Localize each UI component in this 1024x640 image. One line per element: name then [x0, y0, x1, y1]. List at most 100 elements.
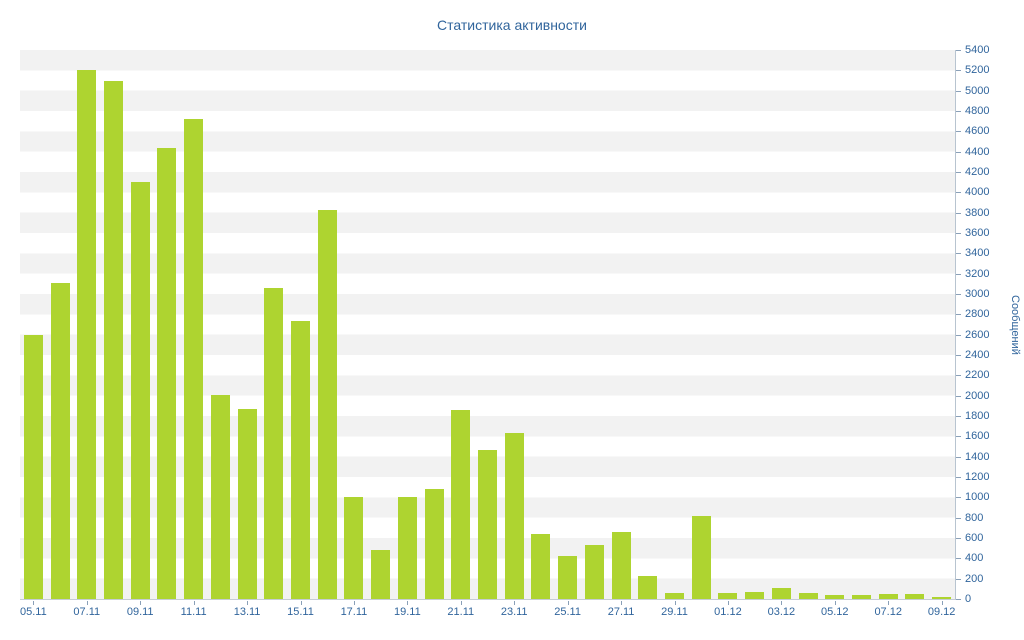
- bar-24.11: [531, 533, 551, 599]
- x-tick-mark: [888, 601, 890, 605]
- x-tick-mark: [460, 601, 462, 605]
- x-tick-mark: [834, 601, 836, 605]
- y-tick-label: 3600: [965, 227, 990, 239]
- bar-05.11: [23, 334, 43, 599]
- bar-10.11: [157, 147, 177, 599]
- x-tick-mark: [674, 601, 676, 605]
- y-tick-mark: [956, 538, 961, 539]
- y-tick-label: 3200: [965, 267, 990, 280]
- x-tick-label: 11.11: [180, 606, 207, 618]
- y-tick-label: 400: [965, 552, 984, 565]
- y-tick-label: 4000: [965, 186, 990, 199]
- y-tick-label: 1400: [965, 450, 990, 463]
- bar-21.11: [451, 409, 471, 599]
- bar-07.11: [77, 70, 97, 599]
- y-tick-label: 4600: [965, 125, 990, 138]
- y-tick-label: 5000: [965, 84, 990, 97]
- y-tick-mark: [956, 497, 961, 499]
- y-tick-label: 2400: [965, 349, 990, 361]
- bar-01.12: [718, 592, 738, 599]
- y-tick-label: 1000: [965, 491, 990, 504]
- y-tick-mark: [956, 477, 961, 478]
- y-tick-mark: [956, 578, 961, 580]
- bar-26.11: [584, 545, 604, 599]
- y-tick-mark: [956, 334, 961, 336]
- bar-28.11: [638, 575, 658, 599]
- y-tick-mark: [956, 456, 961, 458]
- y-tick-mark: [956, 599, 961, 600]
- x-tick-label: 19.11: [394, 606, 421, 618]
- y-tick-mark: [956, 375, 961, 377]
- bar-11.11: [184, 119, 204, 599]
- bar-02.12: [745, 591, 765, 599]
- y-tick-mark: [956, 517, 961, 519]
- y-tick-mark: [956, 172, 961, 173]
- y-tick-label: 3800: [965, 206, 990, 219]
- x-tick-label: 23.11: [500, 606, 528, 618]
- x-tick-mark: [86, 601, 88, 605]
- x-tick-label: 09.11: [126, 606, 154, 618]
- x-tick-label: 21.11: [447, 606, 475, 618]
- bar-09.12: [932, 596, 952, 599]
- x-axis: 05.11 07.11 09.11 11.11 13.11 15.11 17.11 19.11…: [20, 601, 956, 625]
- y-tick-label: 2600: [965, 328, 990, 341]
- x-tick-mark: [353, 601, 355, 605]
- x-tick-mark: [941, 601, 943, 605]
- y-tick-mark: [956, 273, 961, 275]
- x-tick-mark: [193, 601, 195, 605]
- x-tick-label: 09.12: [927, 606, 956, 618]
- x-tick-label: 15.11: [287, 606, 314, 618]
- y-axis: 0 200 400 600 800 1000 1200 1400 1600 1800 2000 220…: [956, 44, 1018, 605]
- bar-15.11: [291, 321, 310, 599]
- x-tick-label: 05.12: [821, 606, 849, 618]
- bar-13.11: [237, 408, 257, 599]
- bar-30.11: [691, 515, 711, 599]
- y-tick-mark: [956, 212, 961, 214]
- y-tick-label: 4800: [965, 105, 990, 117]
- bar-08.12: [905, 593, 925, 599]
- bar-22.11: [478, 449, 497, 599]
- x-tick-label: 07.12: [874, 606, 902, 618]
- y-tick-mark: [956, 90, 961, 92]
- chart-title: Статистика активности: [437, 17, 587, 33]
- x-tick-label: 27.11: [607, 606, 635, 618]
- y-tick-mark: [956, 233, 961, 234]
- y-tick-label: 1600: [965, 430, 990, 443]
- bar-03.12: [771, 587, 791, 599]
- bar-14.11: [264, 287, 284, 599]
- bar-25.11: [558, 556, 578, 599]
- x-tick-mark: [567, 601, 569, 605]
- y-tick-mark: [956, 395, 961, 397]
- y-tick-mark: [956, 131, 961, 133]
- x-tick-mark: [781, 601, 783, 605]
- y-tick-mark: [956, 111, 961, 112]
- bar-12.11: [210, 394, 230, 599]
- bar-04.12: [798, 592, 818, 599]
- x-tick-mark: [140, 601, 142, 605]
- y-tick-label: 5200: [965, 64, 990, 77]
- y-tick-mark: [956, 314, 961, 316]
- y-tick-label: 1800: [965, 410, 990, 422]
- x-tick-label: 25.11: [554, 606, 581, 618]
- y-tick-label: 2000: [965, 389, 990, 402]
- x-tick-label: 03.12: [767, 606, 796, 618]
- x-tick-mark: [514, 601, 516, 605]
- y-tick-label: 4200: [965, 166, 990, 178]
- y-tick-mark: [956, 436, 961, 438]
- y-tick-mark: [956, 253, 961, 255]
- y-tick-mark: [956, 355, 961, 356]
- bar-17.11: [344, 497, 364, 599]
- y-tick-label: 3000: [965, 288, 990, 300]
- plot-area: [20, 50, 956, 600]
- x-tick-mark: [621, 601, 623, 605]
- bar-09.11: [130, 182, 150, 599]
- y-tick-label: 0: [965, 593, 972, 605]
- bar-18.11: [371, 550, 391, 599]
- bar-08.11: [104, 80, 123, 599]
- bar-06.11: [50, 282, 70, 599]
- x-tick-label: 07.11: [73, 606, 101, 618]
- x-tick-mark: [33, 601, 35, 605]
- y-tick-label: 4400: [965, 145, 990, 158]
- y-tick-mark: [956, 416, 961, 417]
- bar-06.12: [852, 594, 871, 599]
